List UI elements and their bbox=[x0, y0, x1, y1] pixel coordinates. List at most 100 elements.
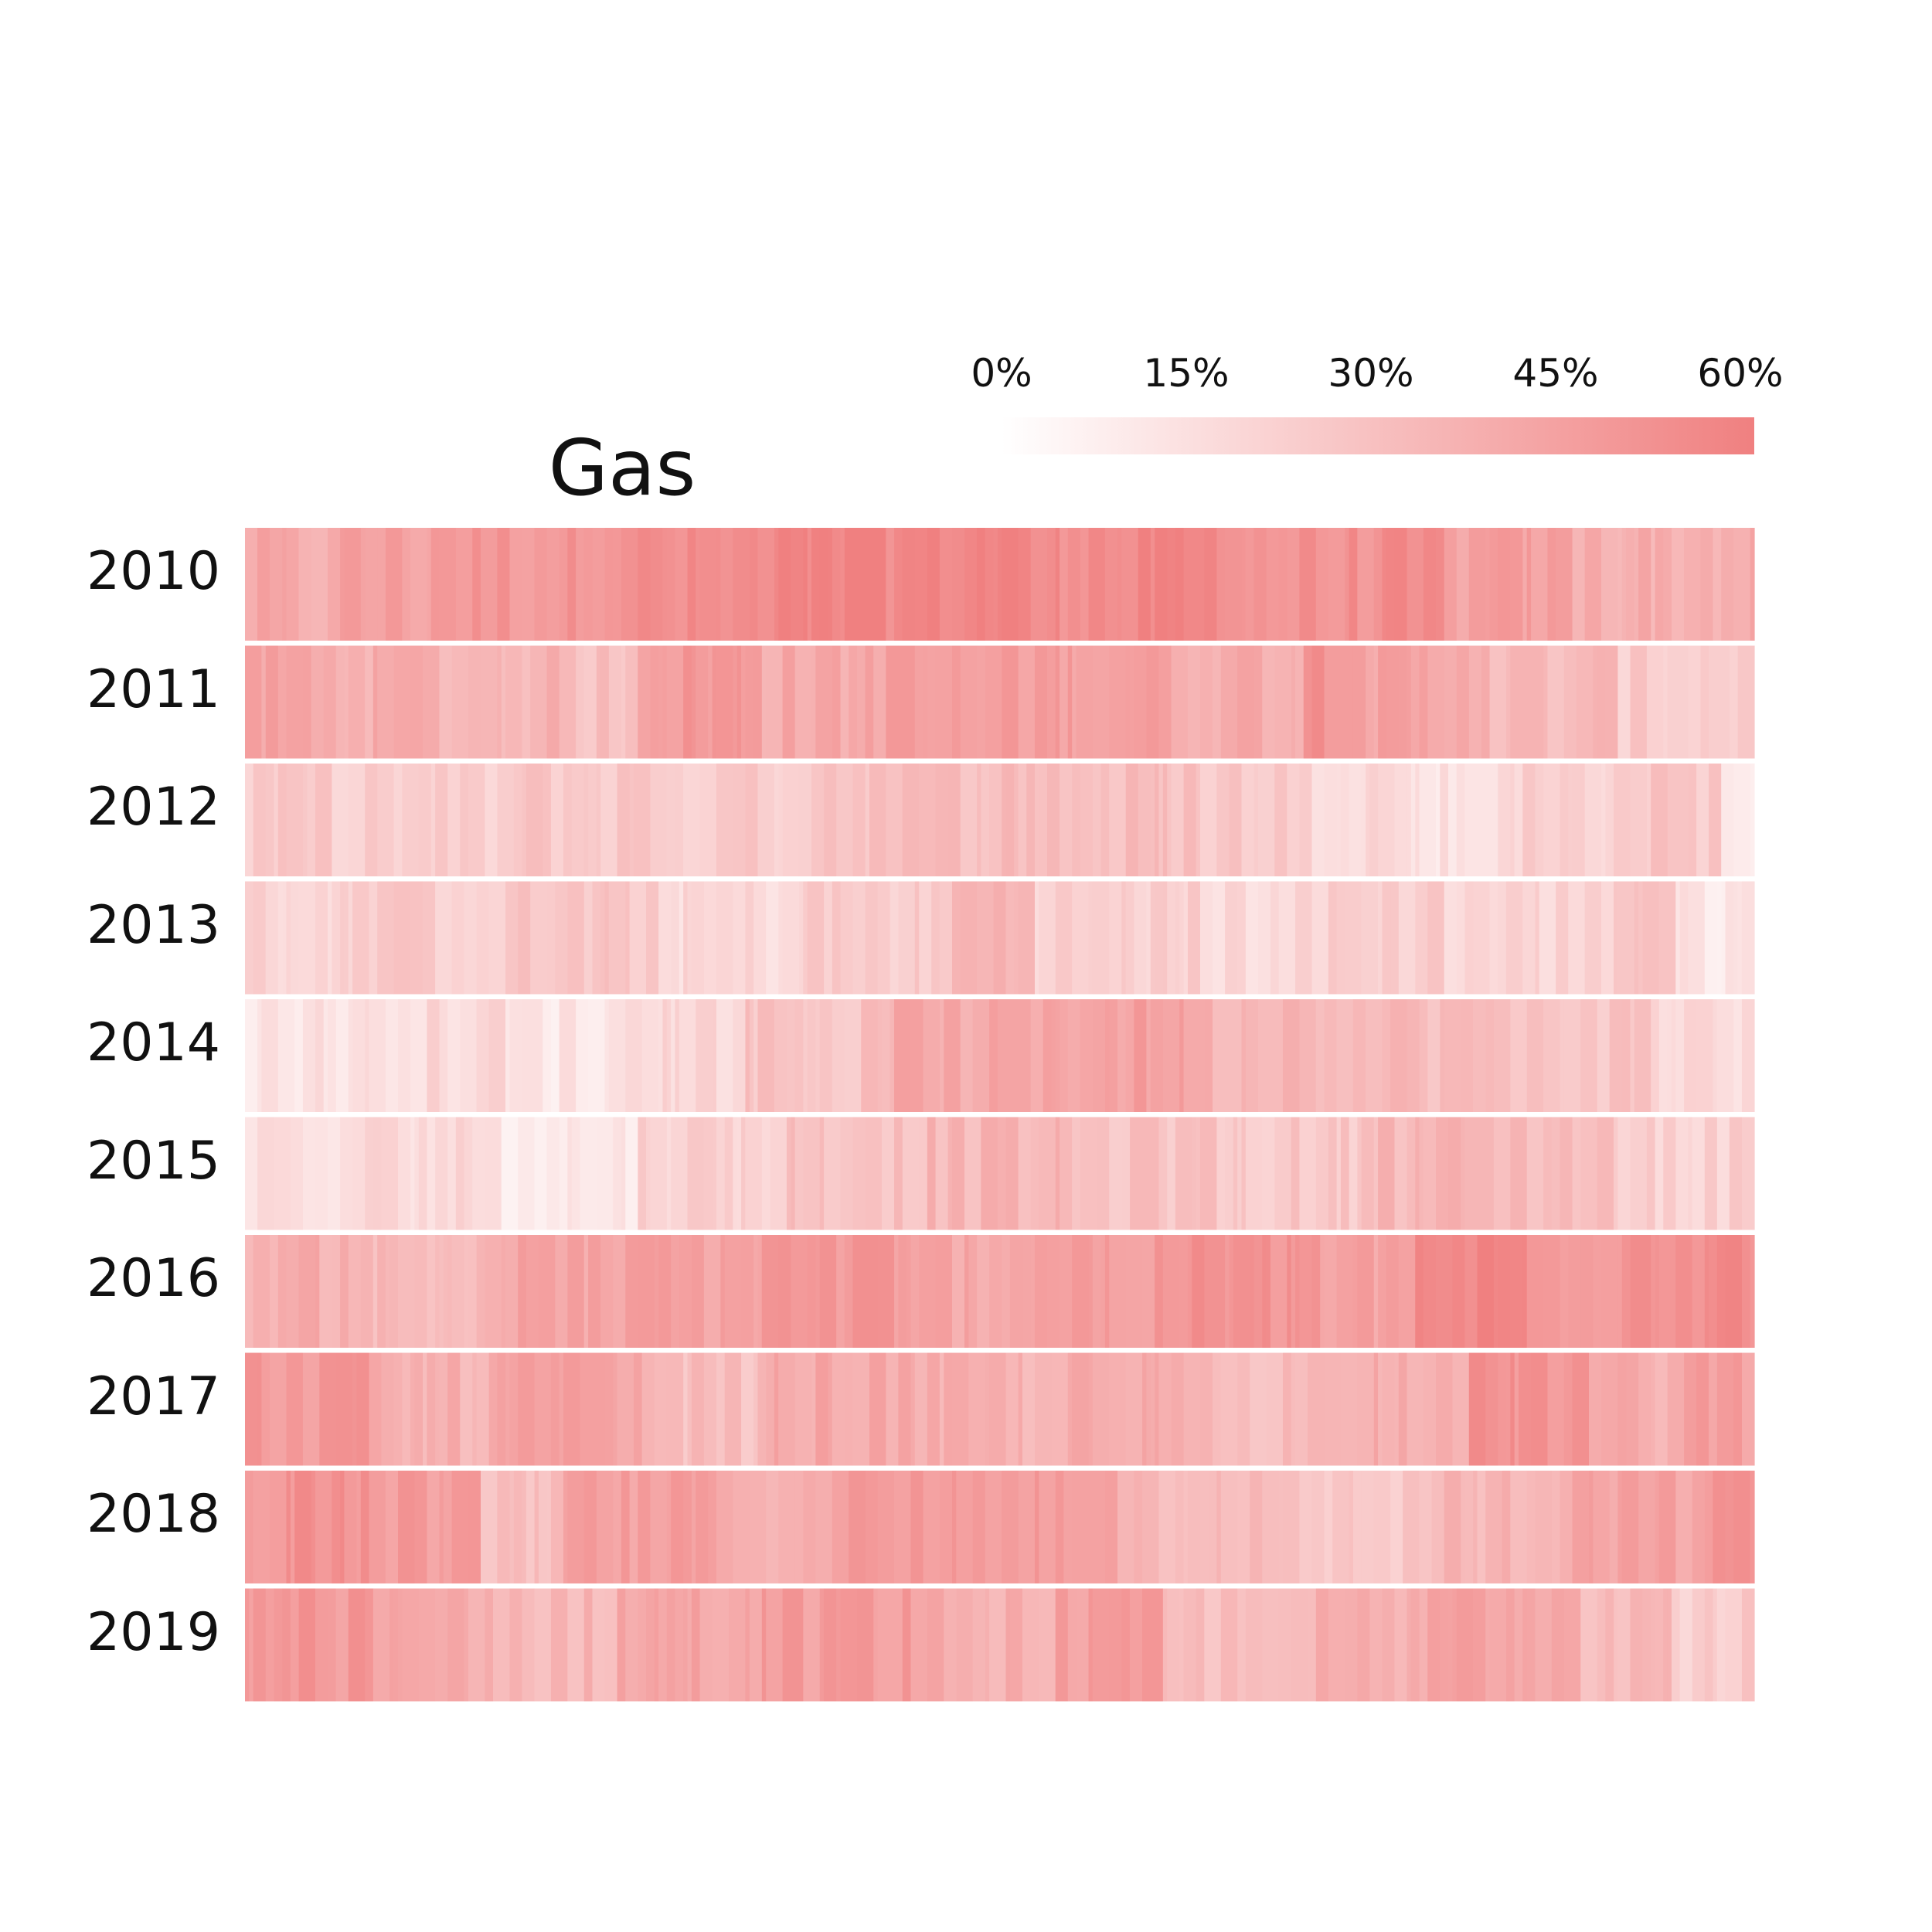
heatmap-cell bbox=[832, 881, 842, 995]
heatmap-cell bbox=[1406, 528, 1424, 641]
heatmap-cell bbox=[1257, 881, 1267, 995]
heatmap-cell bbox=[1250, 1352, 1259, 1466]
heatmap-cell bbox=[1485, 999, 1495, 1112]
heatmap-cell bbox=[865, 1471, 879, 1583]
heatmap-cell bbox=[729, 1588, 747, 1702]
heatmap-cell bbox=[877, 999, 883, 1112]
heatmap-cell bbox=[563, 1352, 580, 1466]
heatmap-cell bbox=[335, 1352, 353, 1466]
heatmap-cell bbox=[1245, 881, 1259, 995]
heatmap-cell bbox=[1510, 645, 1528, 759]
heatmap-cell bbox=[1510, 1352, 1515, 1466]
heatmap-cell bbox=[749, 999, 754, 1112]
heatmap-cell bbox=[1725, 1235, 1743, 1348]
heatmap-cell bbox=[865, 645, 874, 759]
heatmap-cell bbox=[1092, 1235, 1102, 1348]
heatmap-cell bbox=[613, 528, 622, 641]
heatmap-cell bbox=[1634, 1235, 1651, 1348]
heatmap-cell bbox=[1187, 881, 1201, 995]
heatmap-cell bbox=[956, 1588, 974, 1702]
heatmap-cell bbox=[865, 1117, 883, 1230]
heatmap-cell bbox=[1274, 645, 1292, 759]
heatmap-cell bbox=[245, 881, 250, 995]
heatmap-cell bbox=[671, 1235, 680, 1348]
heatmap-cell bbox=[451, 1235, 465, 1348]
heatmap-cell bbox=[956, 1471, 974, 1583]
heatmap-cell bbox=[1646, 645, 1664, 759]
heatmap-cell bbox=[993, 528, 998, 641]
heatmap-cell bbox=[488, 1352, 498, 1466]
heatmap-cell bbox=[1039, 764, 1048, 876]
heatmap-cell bbox=[414, 1235, 428, 1348]
heatmap-cell bbox=[770, 1117, 787, 1230]
heatmap-cell bbox=[1150, 528, 1155, 641]
heatmap-cell bbox=[1684, 764, 1689, 876]
heatmap-cell bbox=[687, 528, 696, 641]
heatmap-cell bbox=[832, 645, 842, 759]
heatmap-cell bbox=[873, 645, 886, 759]
heatmap-cell bbox=[505, 1352, 511, 1466]
heatmap-cell bbox=[277, 645, 287, 759]
heatmap-cell bbox=[1237, 881, 1247, 995]
heatmap-cell bbox=[1444, 645, 1458, 759]
heatmap-cell bbox=[1179, 999, 1185, 1112]
heatmap-cell bbox=[257, 528, 270, 641]
heatmap-cell bbox=[604, 528, 614, 641]
heatmap-cell bbox=[1580, 1117, 1598, 1230]
heatmap-cell bbox=[1427, 645, 1445, 759]
heatmap-cell bbox=[1601, 1235, 1619, 1348]
heatmap-cell bbox=[1688, 881, 1706, 995]
heatmap-cell bbox=[1150, 881, 1155, 995]
heatmap-cell bbox=[824, 881, 833, 995]
heatmap-cell bbox=[972, 999, 990, 1112]
heatmap-cell bbox=[1737, 645, 1755, 759]
heatmap-cell bbox=[1485, 1471, 1503, 1583]
heatmap-cell bbox=[757, 1352, 767, 1466]
heatmap-cell bbox=[1452, 1235, 1466, 1348]
heatmap-cell bbox=[397, 1471, 415, 1583]
heatmap-cell bbox=[1406, 1588, 1412, 1702]
heatmap-cell bbox=[1601, 528, 1619, 641]
heatmap-cell bbox=[245, 645, 262, 759]
heatmap-cell bbox=[1233, 1235, 1250, 1348]
heatmap-cell bbox=[1055, 528, 1060, 641]
heatmap-cell bbox=[1250, 1471, 1263, 1583]
row-label-2010: 2010 bbox=[87, 541, 220, 602]
heatmap-cell bbox=[563, 764, 573, 876]
heatmap-cell bbox=[1225, 881, 1238, 995]
heatmap-cell bbox=[613, 1352, 618, 1466]
heatmap-cell bbox=[328, 528, 341, 641]
heatmap-cell bbox=[1080, 999, 1094, 1112]
heatmap-cell bbox=[1406, 999, 1420, 1112]
heatmap-cell bbox=[427, 999, 440, 1112]
heatmap-cell bbox=[844, 999, 862, 1112]
heatmap-cell bbox=[1444, 999, 1461, 1112]
heatmap-cell bbox=[683, 881, 689, 995]
heatmap-cell bbox=[828, 528, 833, 641]
heatmap-cell bbox=[270, 1471, 287, 1583]
heatmap-cell bbox=[1278, 528, 1287, 641]
heatmap-cell bbox=[397, 1588, 403, 1702]
heatmap-cell bbox=[302, 999, 316, 1112]
heatmap-cell bbox=[583, 1471, 597, 1583]
heatmap-cell bbox=[1146, 1117, 1160, 1230]
heatmap-cell bbox=[1183, 1352, 1201, 1466]
heatmap-cell bbox=[1121, 1588, 1131, 1702]
heatmap-cell bbox=[766, 1352, 775, 1466]
heatmap-cell bbox=[1196, 1117, 1201, 1230]
heatmap-cell bbox=[1477, 1117, 1495, 1230]
heatmap-cell bbox=[1431, 1471, 1445, 1583]
heatmap-cell bbox=[576, 645, 585, 759]
heatmap-cell bbox=[935, 645, 953, 759]
heatmap-cell bbox=[1361, 764, 1366, 876]
heatmap-cell bbox=[265, 645, 279, 759]
heatmap-cell bbox=[1651, 1235, 1656, 1348]
heatmap-cell bbox=[803, 528, 808, 641]
heatmap-cell bbox=[501, 1235, 506, 1348]
heatmap-cell bbox=[1002, 645, 1019, 759]
heatmap-cell bbox=[1204, 1588, 1222, 1702]
heatmap-cell bbox=[1522, 881, 1532, 995]
heatmap-cell bbox=[604, 1352, 614, 1466]
heatmap-cell bbox=[778, 1235, 791, 1348]
heatmap-cell bbox=[964, 1117, 982, 1230]
